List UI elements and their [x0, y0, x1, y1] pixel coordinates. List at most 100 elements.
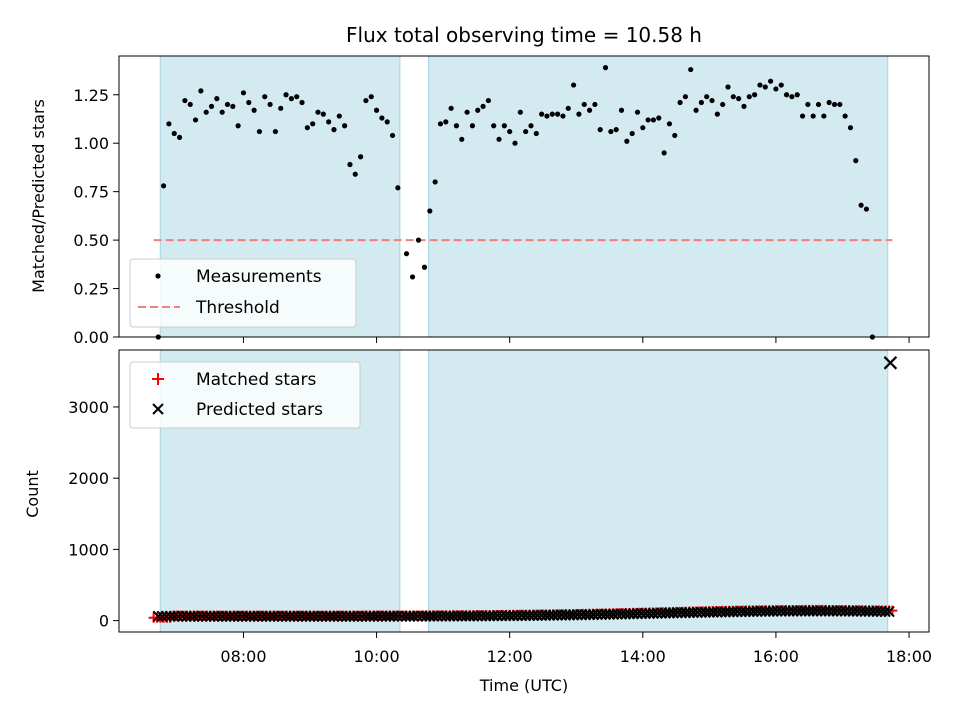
measurement-point: [448, 105, 454, 111]
measurement-point: [672, 132, 678, 139]
measurement-point: [842, 113, 848, 119]
measurement-point: [368, 94, 374, 100]
measurement-point: [725, 84, 731, 90]
measurement-point: [379, 115, 385, 121]
predicted-star-outlier: [883, 356, 898, 370]
y-tick-label: 1000: [68, 540, 109, 559]
measurement-point: [475, 107, 481, 113]
chart-title: Flux total observing time = 10.58 h: [346, 23, 702, 47]
measurement-point: [272, 128, 279, 135]
matched-legend-marker: [152, 373, 164, 385]
measurement-point: [539, 111, 545, 117]
measurement-point: [586, 107, 593, 113]
measurement-point: [283, 92, 289, 98]
observing-span-2: [428, 350, 888, 632]
measurement-point: [517, 109, 523, 115]
y-tick-label: 0.50: [73, 231, 109, 250]
measurement-point: [752, 92, 758, 98]
measurement-point: [512, 140, 518, 146]
measurement-point: [741, 103, 747, 109]
measurement-point: [794, 92, 800, 98]
measurement-point: [783, 92, 790, 98]
measurement-point: [815, 101, 822, 108]
measurement-point: [403, 251, 410, 257]
bottom-series: [148, 356, 898, 623]
measurements-legend-marker: [155, 273, 161, 279]
measurement-point: [256, 128, 263, 135]
measurement-point: [576, 111, 582, 117]
top-panel: 0.00 0.25 0.50 0.75 1.00 1.25 Matched/Predict…: [29, 55, 930, 347]
measurement-point: [230, 103, 236, 109]
measurement-point: [437, 121, 444, 127]
measurement-point: [443, 119, 449, 125]
measurement-point: [288, 96, 294, 102]
measurement-point: [485, 97, 491, 104]
measurement-point: [805, 101, 811, 108]
measurement-point: [224, 101, 231, 108]
x-tick-label: 08:00: [220, 647, 266, 666]
measurement-point: [409, 274, 416, 280]
measurement-point: [826, 99, 832, 106]
measurement-point: [629, 130, 635, 137]
bottom-axes-frame: [118, 349, 930, 633]
measurement-point: [507, 128, 513, 135]
measurement-point: [810, 113, 816, 119]
measurement-point: [347, 161, 353, 168]
measurement-point: [528, 123, 534, 129]
bottom-observing-spans: [159, 350, 889, 632]
y-tick-label: 2000: [68, 469, 109, 488]
measurement-point: [640, 125, 646, 131]
x-tick-label: 16:00: [753, 647, 799, 666]
measurement-point: [549, 111, 555, 117]
y-tick-label: 0.75: [73, 183, 109, 202]
x-tick-label: 14:00: [620, 647, 666, 666]
measurement-point: [427, 208, 433, 214]
measurement-point: [746, 94, 752, 100]
measurement-point: [469, 123, 476, 129]
measurement-point: [203, 109, 209, 115]
measurement-point: [453, 123, 460, 129]
measurement-point: [688, 66, 694, 73]
measurement-point: [863, 206, 870, 212]
measurement-point: [310, 121, 316, 127]
measurement-point: [757, 82, 763, 88]
top-observing-spans: [159, 56, 889, 337]
measurement-point: [730, 94, 736, 100]
top-legend-box: [129, 258, 357, 328]
top-legend: Measurements Threshold: [129, 258, 357, 328]
x-axis-label: Time (UTC): [479, 676, 568, 695]
measurement-point: [858, 202, 864, 208]
measurement-point: [373, 107, 380, 113]
measurement-point: [704, 94, 710, 100]
y-tick-label: 1.00: [73, 134, 109, 153]
predicted-star-point: [883, 605, 895, 618]
observing-span-2: [428, 56, 888, 337]
measurement-point: [214, 96, 220, 102]
measurement-point: [480, 103, 486, 109]
measurement-point: [523, 128, 529, 135]
measurement-point: [304, 125, 310, 131]
measurement-point: [352, 171, 358, 177]
measurement-point: [336, 113, 342, 119]
measurement-point: [384, 119, 390, 125]
measurement-point: [656, 115, 662, 121]
measurement-point: [342, 123, 348, 129]
y-tick-label: 3000: [68, 398, 109, 417]
measurement-point: [278, 105, 284, 111]
measurement-point: [501, 123, 507, 129]
measurement-point: [773, 86, 779, 92]
measurement-point: [160, 183, 167, 189]
measurement-point: [778, 82, 784, 88]
measurement-point: [677, 99, 683, 106]
measurement-point: [853, 158, 859, 164]
measurement-point: [294, 94, 300, 100]
top-y-ticks: 0.00 0.25 0.50 0.75 1.00 1.25: [73, 86, 119, 347]
measurement-point: [491, 123, 497, 129]
measurement-point: [592, 101, 598, 108]
measurement-point: [421, 264, 428, 270]
measurement-point: [267, 101, 273, 108]
x-tick-label: 18:00: [886, 647, 932, 666]
bottom-y-ticks: 0 1000 2000 3000: [68, 398, 119, 631]
measurement-point: [821, 113, 827, 119]
